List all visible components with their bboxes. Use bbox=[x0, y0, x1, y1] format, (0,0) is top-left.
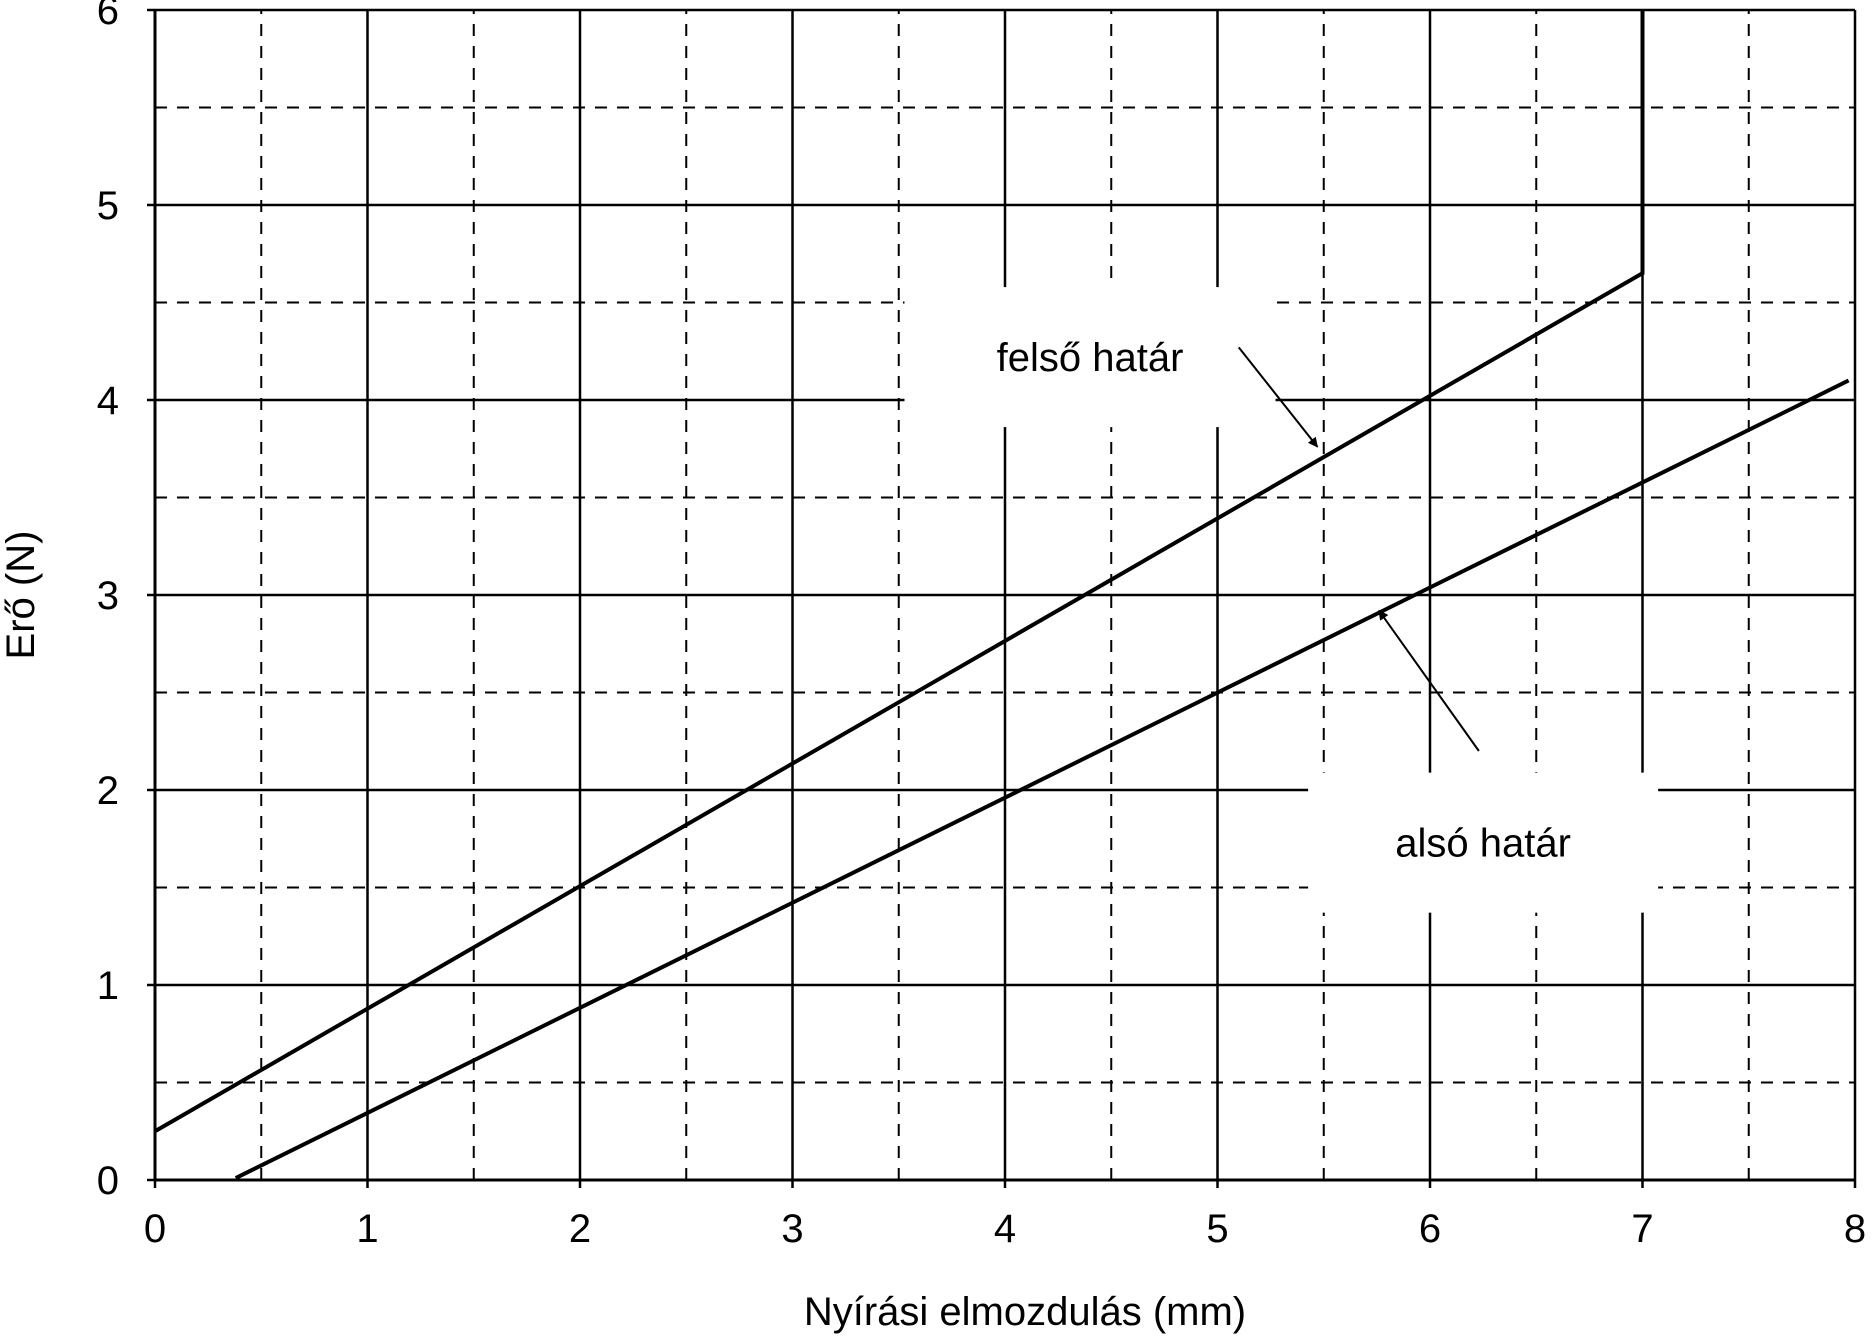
annotation-label-background bbox=[904, 287, 1276, 428]
annotation-label: alsó határ bbox=[1395, 822, 1571, 866]
x-tick-label: 4 bbox=[994, 1207, 1016, 1251]
x-tick-label: 7 bbox=[1631, 1207, 1653, 1251]
series-line bbox=[234, 378, 1850, 1180]
y-tick-label: 5 bbox=[97, 184, 119, 228]
y-tick-label: 3 bbox=[97, 574, 119, 618]
x-tick-label: 2 bbox=[569, 1207, 591, 1251]
x-tick-label: 5 bbox=[1206, 1207, 1228, 1251]
y-tick-label: 2 bbox=[97, 769, 119, 813]
y-axis-title: Erő (N) bbox=[0, 531, 43, 660]
annotation-label-background bbox=[1308, 772, 1659, 913]
x-axis-title: Nyírási elmozdulás (mm) bbox=[804, 1290, 1246, 1334]
y-tick-label: 6 bbox=[97, 0, 119, 33]
series bbox=[154, 10, 1850, 1180]
series-line bbox=[154, 10, 1645, 1133]
annotation-arrow bbox=[1378, 609, 1480, 752]
x-tick-label: 6 bbox=[1419, 1207, 1441, 1251]
x-tick-label: 3 bbox=[781, 1207, 803, 1251]
y-tick-label: 4 bbox=[97, 379, 119, 423]
axes: 0 1 2 3 4 5 6 7 8 0 1 2 3 4 5 6 bbox=[97, 0, 1866, 1251]
y-tick-label: 1 bbox=[97, 964, 119, 1008]
x-tick-label: 1 bbox=[356, 1207, 378, 1251]
annotation-arrow bbox=[1237, 346, 1319, 448]
annotation-label: felső határ bbox=[997, 336, 1184, 380]
y-tick-label: 0 bbox=[97, 1159, 119, 1203]
x-tick-label: 0 bbox=[144, 1207, 166, 1251]
annotations: felső határ alsó határ bbox=[997, 336, 1571, 866]
x-tick-label: 8 bbox=[1844, 1207, 1866, 1251]
label-masks bbox=[904, 287, 1659, 913]
